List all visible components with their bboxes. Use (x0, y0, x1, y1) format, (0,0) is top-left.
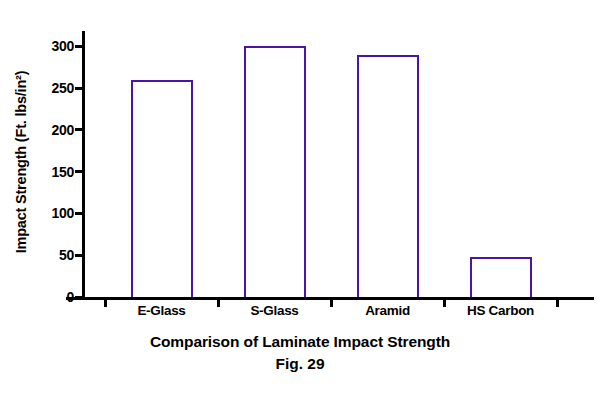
bar-hs-carbon (470, 257, 532, 297)
y-axis-tick-0 (75, 296, 84, 299)
bar-e-glass (131, 80, 193, 297)
y-axis-tick-label-200: 200 (38, 122, 74, 138)
y-axis-tick-label-100: 100 (38, 205, 74, 221)
figure-canvas: Impact Strength (Ft. lbs/in²) 0 50 100 150 2… (0, 0, 600, 400)
y-axis-tick-label-300: 300 (38, 38, 74, 54)
figure-caption: Fig. 29 (0, 355, 600, 373)
y-axis-tick-label-250: 250 (38, 80, 74, 96)
y-axis-tick-300 (75, 45, 84, 48)
bar-aramid (357, 55, 419, 297)
chart-title: Comparison of Laminate Impact Strength (0, 333, 600, 351)
y-axis-tick-200 (75, 128, 84, 131)
y-axis-tick-150 (75, 170, 84, 173)
x-axis-label-e-glass: E-Glass (106, 303, 218, 318)
y-axis-tick-label-150: 150 (38, 164, 74, 180)
x-axis-label-hs-carbon: HS Carbon (445, 303, 557, 318)
y-axis-title: Impact Strength (Ft. lbs/in²) (13, 71, 29, 254)
x-axis-label-s-glass: S-Glass (219, 303, 331, 318)
y-axis-tick-250 (75, 87, 84, 90)
x-axis-label-aramid: Aramid (332, 303, 444, 318)
y-axis-tick-50 (75, 254, 84, 257)
y-axis-tick-100 (75, 212, 84, 215)
y-axis-tick-label-50: 50 (38, 247, 74, 263)
y-axis-line (82, 31, 85, 300)
bar-s-glass (244, 46, 306, 297)
y-axis-tick-label-0: 0 (38, 289, 74, 305)
